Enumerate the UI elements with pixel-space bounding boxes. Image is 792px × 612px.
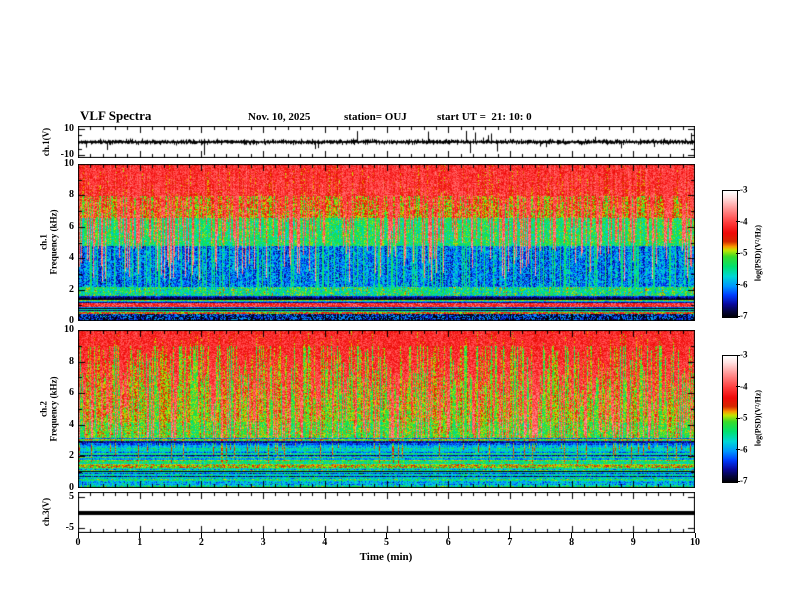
colorbar-tick-mark xyxy=(736,386,740,387)
time-xtick-mark xyxy=(694,533,696,538)
ch3-waveform-canvas xyxy=(78,492,695,533)
colorbar-ch1-tick-label: -3 xyxy=(740,184,748,195)
ch1-frequency-axis-title: ch.1 Frequency (kHz) xyxy=(39,209,60,274)
colorbar-ch2-tick-label: -6 xyxy=(740,444,748,454)
colorbar-ch1-tick-label: -7 xyxy=(740,310,748,321)
ch3-voltage-axis-title: ch.3(V) xyxy=(40,497,51,527)
ch3-voltage-ytick-label: 5 xyxy=(69,490,74,502)
colorbar-ch2-canvas xyxy=(723,356,737,482)
colorbar-ch1-tick-label: -5 xyxy=(740,247,748,258)
time-axis-title: Time (min) xyxy=(359,551,413,563)
ch2-frequency-ytick-label: 6 xyxy=(69,387,74,399)
colorbar-ch2-tick-label: -3 xyxy=(740,349,748,360)
ch1-frequency-ytick-label: 8 xyxy=(69,189,74,201)
ch3-voltage-ytick-label: -5 xyxy=(65,522,74,534)
colorbar-tick-mark xyxy=(736,221,740,222)
time-xtick-label: 0 xyxy=(75,537,81,548)
colorbar-tick-mark xyxy=(736,417,740,419)
ch2-frequency-ytick-label: 8 xyxy=(69,355,74,367)
page-title: VLF Spectra xyxy=(80,108,152,123)
time-xtick-mark xyxy=(571,533,573,538)
colorbar-ch1-tick-label: -4 xyxy=(740,216,748,226)
time-xtick-label: 9 xyxy=(630,537,636,548)
time-xtick-label: 6 xyxy=(445,537,451,548)
time-xtick-label: 2 xyxy=(198,537,204,548)
colorbar-tick-mark xyxy=(736,354,740,356)
ch1-frequency-ytick-label: 2 xyxy=(69,283,74,295)
time-xtick-mark xyxy=(324,533,326,538)
colorbar-ch1-tick-label: -6 xyxy=(740,279,748,289)
time-xtick-mark xyxy=(77,533,79,538)
ch1-frequency-ytick-label: 0 xyxy=(69,315,74,326)
time-xtick-label: 8 xyxy=(569,537,575,548)
ch2-spectrogram-canvas xyxy=(78,330,695,488)
colorbar-ch1-canvas xyxy=(723,191,737,317)
time-xtick-label: 10 xyxy=(690,537,700,548)
time-xtick-label: 5 xyxy=(384,537,389,548)
ch2-frequency-ytick-label: 2 xyxy=(69,450,74,462)
time-xtick-mark xyxy=(139,533,141,538)
ch2-frequency-ytick-label: 10 xyxy=(64,324,74,335)
time-xtick-label: 1 xyxy=(137,537,143,548)
ch1-voltage-axis-title: ch.1(V) xyxy=(40,127,51,157)
header-date: Nov. 10, 2025 xyxy=(248,111,311,123)
time-xtick-mark xyxy=(262,533,264,538)
ch2-frequency-ytick-label: 0 xyxy=(69,482,74,493)
time-xtick-label: 4 xyxy=(322,537,328,548)
colorbar-tick-mark xyxy=(736,480,740,482)
ch1-voltage-ytick-label: 10 xyxy=(64,122,74,134)
colorbar-tick-mark xyxy=(736,315,740,317)
colorbar-ch2-title: log(PSD)(V²/Hz) xyxy=(753,389,763,447)
time-xtick-label: 3 xyxy=(260,537,266,548)
ch2-frequency-axis-title-line2: Frequency (kHz) xyxy=(49,376,59,442)
colorbar-ch1-title: log(PSD)(V²/Hz) xyxy=(753,224,763,282)
ch1-waveform-panel xyxy=(78,126,695,158)
time-xtick-label: 7 xyxy=(507,537,513,548)
time-xtick-mark xyxy=(200,533,202,538)
ch1-voltage-ytick-label: -10 xyxy=(60,149,74,161)
ch2-frequency-ytick-label: 4 xyxy=(69,418,74,430)
ch2-frequency-axis-title-line1: ch.2 xyxy=(38,401,49,417)
ch1-frequency-axis-title-line1: ch.1 xyxy=(38,234,49,250)
ch1-frequency-axis-title-line2: Frequency (kHz) xyxy=(49,209,59,275)
ch1-spectrogram-canvas xyxy=(78,164,695,321)
ch1-frequency-ytick-label: 6 xyxy=(69,220,74,232)
header-start-ut: start UT = 21: 10: 0 xyxy=(437,111,532,123)
time-xtick-mark xyxy=(632,533,634,538)
colorbar-tick-mark xyxy=(736,449,740,450)
time-xtick-mark xyxy=(447,533,449,538)
colorbar-ch2-tick-label: -5 xyxy=(740,412,748,423)
colorbar-ch2-tick-label: -7 xyxy=(740,475,748,486)
colorbar-ch2-tick-label: -4 xyxy=(740,381,748,391)
ch2-spectrogram-panel xyxy=(78,330,695,488)
colorbar-tick-mark xyxy=(736,189,740,191)
time-xtick-mark xyxy=(386,533,387,538)
ch1-frequency-ytick-label: 4 xyxy=(69,252,74,264)
header-station: station= OUJ xyxy=(344,111,407,123)
colorbar-ch2 xyxy=(722,355,738,483)
ch3-waveform-panel xyxy=(78,492,695,533)
colorbar-ch1 xyxy=(722,190,738,318)
ch2-frequency-axis-title: ch.2 Frequency (kHz) xyxy=(39,376,60,441)
ch1-frequency-ytick-label: 10 xyxy=(64,158,74,169)
ch1-waveform-canvas xyxy=(78,126,695,158)
ch1-spectrogram-panel xyxy=(78,164,695,321)
colorbar-tick-mark xyxy=(736,252,740,254)
time-xtick-mark xyxy=(509,533,511,538)
colorbar-tick-mark xyxy=(736,284,740,285)
